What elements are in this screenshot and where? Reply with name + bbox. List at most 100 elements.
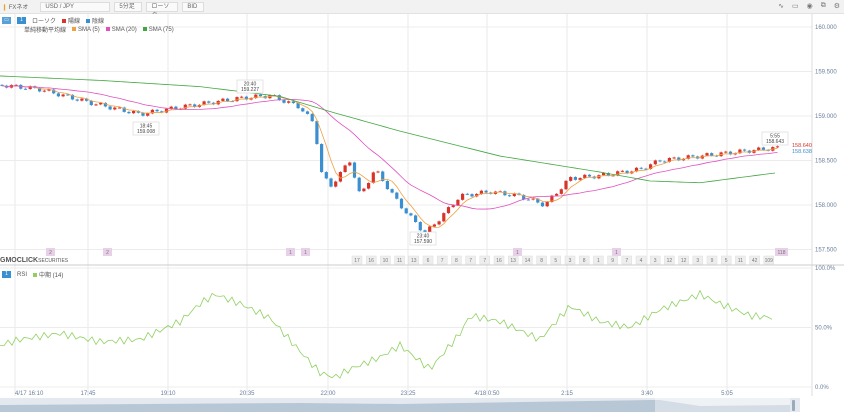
annotation-price: 159.008 [137,129,155,135]
ma-legend: 単純移動平均線 SMA (5) SMA (20) SMA (75) [24,25,174,34]
gmo-logo: GMOCLICKSECURITIES [0,257,68,265]
candle [639,167,643,169]
logo-sub: SECURITIES [38,258,69,264]
rsi-line [0,289,773,379]
count-badge [351,255,363,265]
time-tick: 23:25 [400,391,416,397]
price-tick: 159.000 [815,114,837,120]
count-badge-label: 8 [540,258,543,264]
candle [277,95,281,101]
annotation-price: 158.643 [766,139,784,145]
candle [282,100,286,103]
candle [103,102,107,107]
legend-count[interactable]: 1 [17,17,26,24]
chart-legend: ▭ 1 ローソク 陽線 陰線 [2,16,104,25]
candle [414,215,418,223]
annotation-time: 5:55 [770,134,780,140]
candle [545,201,549,207]
camera-icon[interactable]: ◉ [806,3,813,10]
candle [254,94,258,99]
candle [343,165,347,173]
candle [418,222,422,231]
count-badge-label: 42 [752,258,758,264]
count-badge [394,255,405,265]
candle [146,113,150,116]
candle [113,107,117,110]
candle [437,221,441,225]
candle [667,157,671,162]
candle [207,101,211,103]
count-badge [451,255,462,265]
pair-select[interactable]: USD / JPY [40,1,111,12]
candle [14,84,18,86]
count-badge [649,255,661,265]
legend-toggle[interactable]: ▭ [2,17,11,24]
candle [334,181,338,187]
candle [634,167,639,172]
candle [122,107,126,112]
annotation-box [236,79,264,94]
event-badge-label: 2 [49,250,52,256]
candle [569,177,573,181]
navigator-handle[interactable] [792,400,795,411]
candle [587,174,592,177]
count-badge [422,255,434,265]
candle [399,198,404,209]
candle [19,84,23,89]
count-badge [706,255,718,265]
image-icon[interactable]: ▭ [791,3,799,10]
window-icon[interactable]: ⧉ [820,2,826,9]
candle [85,98,89,101]
count-badge-label: 5 [725,258,728,264]
candle [155,109,159,112]
legend-up: 陽線 [62,16,80,25]
candle [28,86,32,90]
sma75-line [0,75,776,184]
count-badge [692,255,704,265]
line-tool-icon[interactable]: ∿ [778,3,784,10]
rsi-badge[interactable]: 1 [2,271,11,278]
candle [183,104,187,109]
event-badge-label: 1 [304,250,307,256]
candle [202,101,206,105]
candle [738,149,742,154]
candle [555,193,559,196]
candle [89,100,93,106]
candle [94,104,98,106]
candle [724,151,728,153]
count-badge-label: 8 [583,258,586,264]
candle [531,198,535,200]
count-badge-label: 5 [554,258,557,264]
candle [658,160,662,162]
count-badge-label: 4 [640,258,643,264]
legend-candle: ローソク [32,19,57,25]
count-badge [678,255,689,265]
candle [371,172,375,183]
annotation-time: 23:40 [417,234,430,240]
count-badge-label: 3 [696,258,699,264]
price-type-select[interactable]: BID [182,1,205,12]
time-tick: 22:00 [320,391,336,397]
candle [743,149,747,151]
rsi-mid: 中期 (14) [33,270,63,279]
annotation-box [409,231,437,246]
candle [728,151,733,155]
rsi-name: RSI [17,271,28,278]
interval-select[interactable]: 5分足 [114,1,143,12]
count-badge-label: 9 [611,258,614,264]
time-tick: 5:05 [721,391,733,397]
candle [240,96,244,98]
sma20-line [1,85,778,210]
count-badge-label: 109 [765,258,774,264]
candle [559,189,563,194]
navigator-window [655,398,790,412]
toolbar: ❙ FXネオ USD / JPY 5分足 ローソク BID ∿ ▭ ◉ ⧉ ⚙ [0,0,844,19]
candle [132,110,136,114]
candle [381,171,385,181]
count-badge-label: 11 [397,258,402,264]
candle [446,207,451,214]
count-badge-label: 7 [483,258,486,264]
settings-icon[interactable]: ⚙ [833,3,840,10]
price-tick: 157.500 [815,248,837,254]
